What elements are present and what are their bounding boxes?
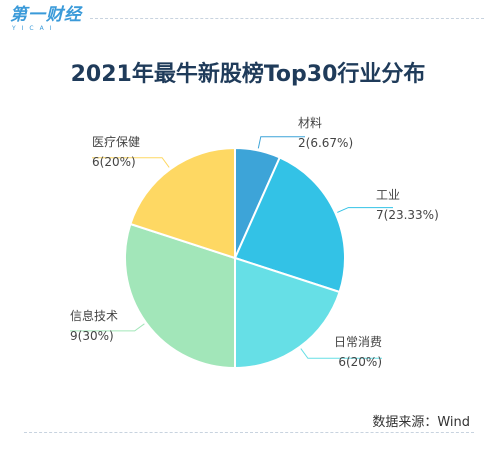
brand-logo: 第一财经 YICAI [10, 6, 82, 33]
leader-line [337, 207, 393, 213]
slice-value-label: 6(20%) [92, 155, 136, 169]
slice-label: 信息技术 [70, 308, 118, 323]
slice-value-label: 9(30%) [70, 329, 114, 343]
slice-label: 日常消费 [334, 335, 382, 349]
top-divider [90, 18, 484, 19]
bottom-divider [24, 432, 474, 433]
pie-slice [123, 222, 236, 370]
slice-label: 医疗保健 [92, 135, 140, 149]
chart-title: 2021年最牛新股榜Top30行业分布 [70, 62, 426, 87]
slice-value-label: 2(6.67%) [298, 136, 353, 150]
leader-line [257, 136, 305, 149]
pie-slice [129, 146, 236, 260]
pie-slice [233, 156, 347, 294]
slice-label: 工业 [376, 188, 400, 202]
slice-label: 材料 [298, 116, 322, 130]
slice-value-label: 6(20%) [338, 355, 382, 369]
leader-line [300, 348, 382, 359]
leader-line [92, 157, 170, 168]
logo-subtext: YICAI [12, 25, 58, 32]
slice-value-label: 7(23.33%) [376, 208, 439, 222]
logo-text: 第一财经 [10, 5, 82, 25]
data-source: 数据来源：Wind [372, 415, 470, 430]
leader-line [70, 323, 145, 332]
pie-slice [234, 256, 341, 370]
